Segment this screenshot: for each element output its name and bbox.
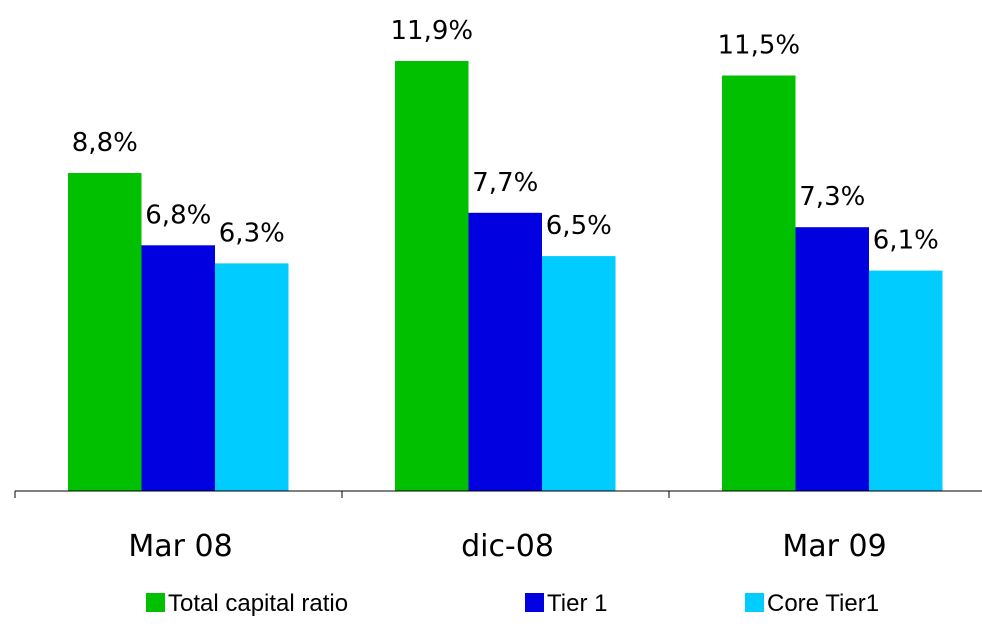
data-labels-group: 8,8% 6,8% 6,3% 11,9% 7,7% 6,5% 11,5% 7,3% 6,1% [72, 16, 939, 256]
bar-total-capital-ratio-0 [68, 173, 142, 491]
bar-core-tier1-0 [215, 263, 289, 491]
legend-label: Total capital ratio [168, 590, 348, 617]
bar-tier-1-2 [795, 227, 869, 491]
category-label: dic-08 [461, 529, 554, 564]
legend: Total capital ratio Tier 1 Core Tier1 [146, 590, 879, 617]
data-label: 6,3% [219, 218, 285, 248]
data-label: 11,5% [717, 31, 800, 61]
legend-swatch [525, 593, 544, 612]
legend-label: Core Tier1 [767, 590, 879, 617]
bar-tier-1-0 [141, 245, 215, 491]
data-label: 8,8% [72, 128, 138, 158]
data-label: 6,8% [145, 200, 211, 230]
data-label: 6,5% [546, 211, 612, 241]
category-label: Mar 08 [128, 529, 232, 564]
x-axis: Mar 08 dic-08 Mar 09 [14, 490, 982, 564]
bar-core-tier1-1 [542, 256, 616, 491]
legend-swatch [745, 593, 764, 612]
data-label: 11,9% [390, 16, 473, 46]
data-label: 6,1% [873, 226, 939, 256]
legend-label: Tier 1 [547, 590, 607, 617]
bar-core-tier1-2 [869, 270, 943, 491]
data-label: 7,3% [799, 182, 865, 212]
category-label: Mar 09 [782, 529, 886, 564]
legend-swatch [146, 593, 165, 612]
data-label: 7,7% [472, 168, 538, 198]
bar-tier-1-1 [468, 212, 542, 492]
bars-group [68, 61, 943, 492]
bar-total-capital-ratio-2 [722, 75, 796, 491]
bar-total-capital-ratio-1 [395, 61, 469, 491]
